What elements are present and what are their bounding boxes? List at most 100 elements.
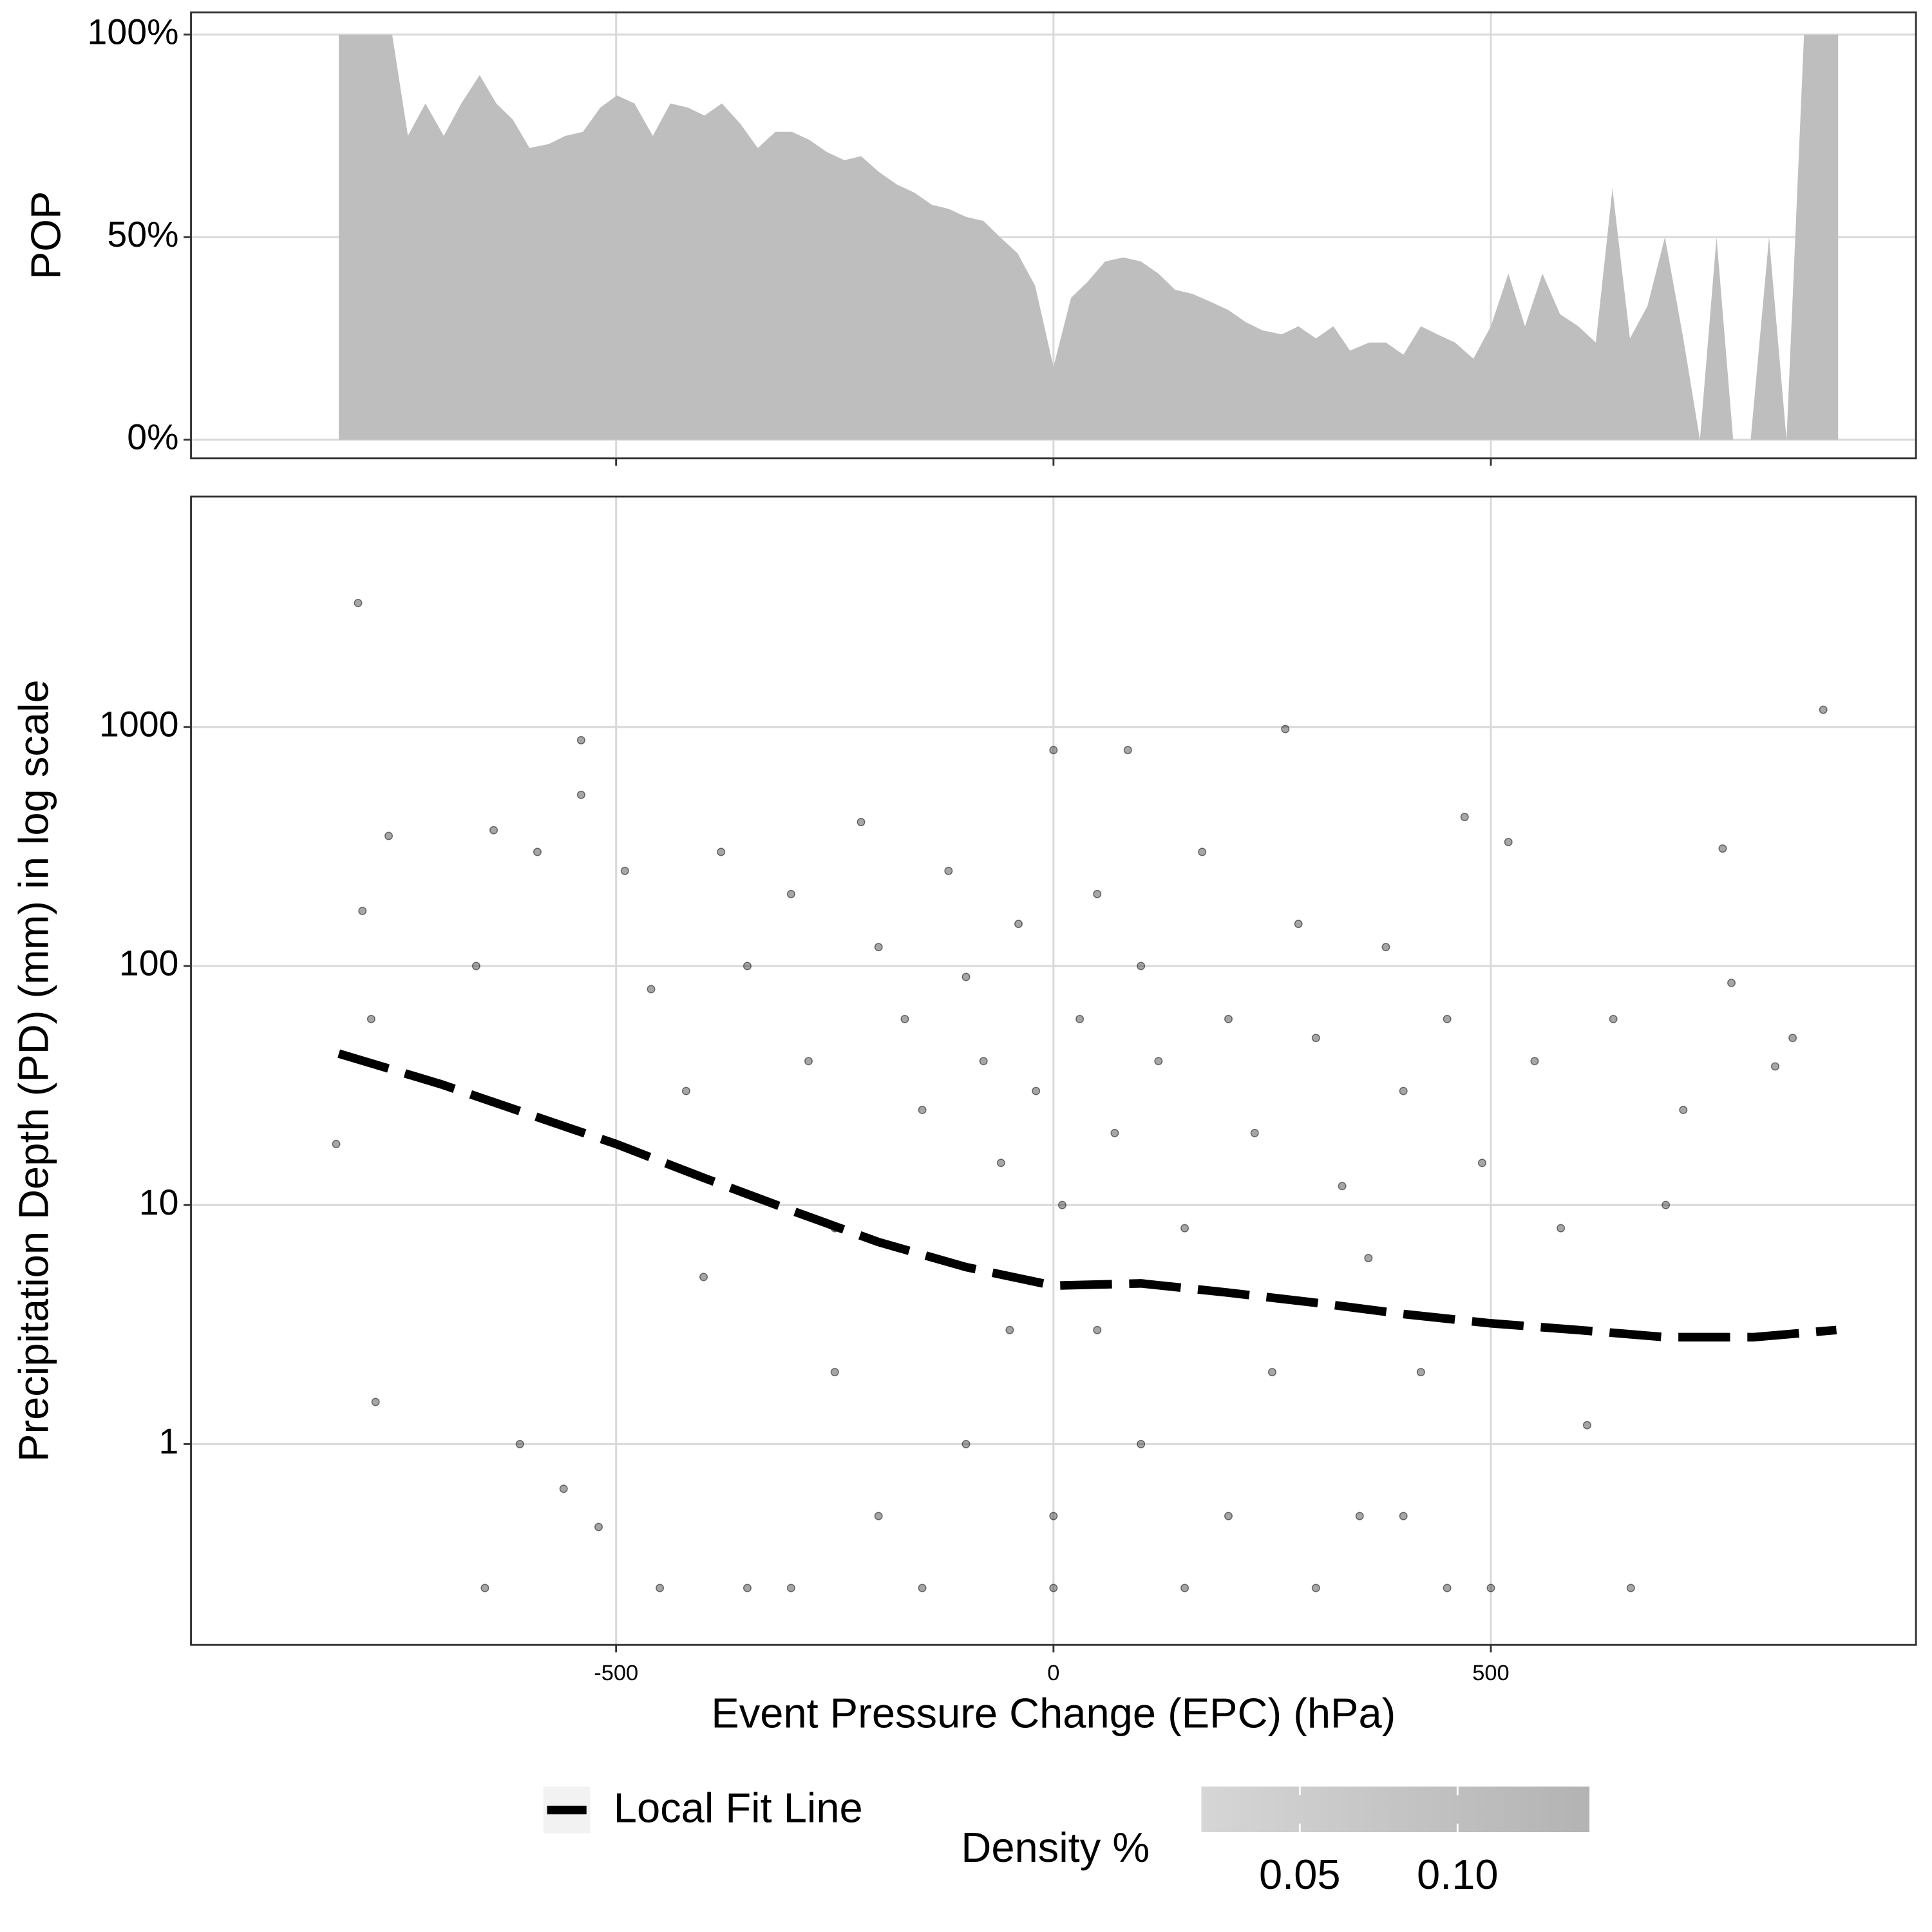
point	[743, 1584, 752, 1593]
point	[918, 1105, 927, 1114]
point	[1788, 1034, 1797, 1043]
point	[384, 831, 393, 840]
point	[1224, 1511, 1233, 1520]
point	[900, 1014, 909, 1023]
y-tick-label: 100%	[88, 12, 179, 52]
y-tick-label: 1	[159, 1421, 179, 1461]
point	[1416, 1368, 1425, 1377]
point	[559, 1484, 568, 1493]
point	[515, 1439, 524, 1448]
y-tick-label: 50%	[107, 214, 178, 254]
point	[961, 1439, 971, 1448]
point	[996, 1159, 1005, 1168]
point	[366, 1014, 375, 1023]
point	[1679, 1105, 1688, 1114]
y-tick-label: 1000	[99, 704, 178, 744]
point	[1123, 746, 1132, 755]
point	[1364, 1254, 1373, 1263]
point	[1049, 1584, 1058, 1593]
point	[786, 1584, 795, 1593]
point	[1727, 978, 1736, 987]
density-colorbar	[1201, 1786, 1590, 1833]
point	[576, 790, 585, 799]
point	[830, 1368, 839, 1377]
point	[332, 1139, 341, 1148]
point	[874, 1511, 883, 1520]
x-tick-label: -500	[594, 1661, 638, 1685]
point	[647, 985, 656, 994]
point	[717, 848, 726, 857]
point	[1014, 920, 1023, 929]
point	[1075, 1014, 1084, 1023]
point	[576, 735, 585, 744]
point	[804, 1057, 813, 1066]
point	[1224, 1014, 1233, 1023]
point	[656, 1584, 665, 1593]
point	[1399, 1086, 1408, 1095]
point	[594, 1522, 603, 1531]
point	[857, 817, 866, 827]
point	[944, 866, 953, 875]
point	[1399, 1511, 1408, 1520]
point	[1530, 1057, 1539, 1066]
fit-line	[337, 1049, 1837, 1342]
point	[1486, 1584, 1495, 1593]
point	[961, 972, 971, 981]
point	[1198, 848, 1207, 857]
point	[918, 1584, 927, 1593]
x-tick-label: 0	[1047, 1661, 1059, 1685]
density-tick-label: 0.10	[1417, 1851, 1499, 1898]
area	[339, 34, 1839, 440]
point	[1137, 961, 1146, 971]
point	[471, 961, 480, 971]
point	[1267, 1368, 1276, 1377]
y-tick-label: 100	[119, 943, 179, 983]
point	[1180, 1224, 1189, 1233]
point	[1819, 705, 1828, 714]
point	[1504, 838, 1513, 847]
y-axis-title: POP	[23, 191, 70, 279]
point	[1110, 1128, 1119, 1137]
point	[1770, 1062, 1779, 1071]
point	[1355, 1511, 1364, 1520]
point	[1443, 1584, 1452, 1593]
point	[1381, 943, 1390, 952]
x-axis-title: Event Pressure Change (EPC) (hPa)	[711, 1689, 1396, 1736]
point	[489, 826, 498, 835]
point	[1005, 1325, 1014, 1334]
point	[979, 1057, 988, 1066]
point	[1180, 1584, 1189, 1593]
point	[1093, 889, 1102, 898]
point	[1460, 813, 1469, 822]
point	[1718, 844, 1727, 853]
point	[1609, 1014, 1618, 1023]
point	[1294, 920, 1303, 929]
point	[1311, 1584, 1320, 1593]
point	[1137, 1439, 1146, 1448]
point	[874, 943, 883, 952]
point	[1049, 746, 1058, 755]
point	[1032, 1086, 1041, 1095]
panel-border	[190, 11, 1917, 460]
point	[786, 889, 795, 898]
point	[743, 961, 752, 971]
x-tick-label: 500	[1472, 1661, 1509, 1685]
point	[1250, 1128, 1259, 1137]
point	[1338, 1182, 1347, 1191]
point	[1662, 1200, 1671, 1209]
point	[1311, 1034, 1320, 1043]
point	[1443, 1014, 1452, 1023]
point	[1281, 724, 1290, 734]
panel-border	[190, 495, 1917, 1646]
point	[1093, 1325, 1102, 1334]
point	[699, 1273, 708, 1282]
y-axis-title: Precipitation Depth (PD) (mm) in log sca…	[10, 679, 57, 1462]
point	[681, 1086, 690, 1095]
point	[533, 848, 542, 857]
point	[1057, 1200, 1066, 1209]
legend-label: Local Fit Line	[614, 1785, 863, 1832]
y-tick-label: 0%	[127, 417, 178, 457]
point	[620, 866, 629, 875]
point	[1557, 1224, 1566, 1233]
